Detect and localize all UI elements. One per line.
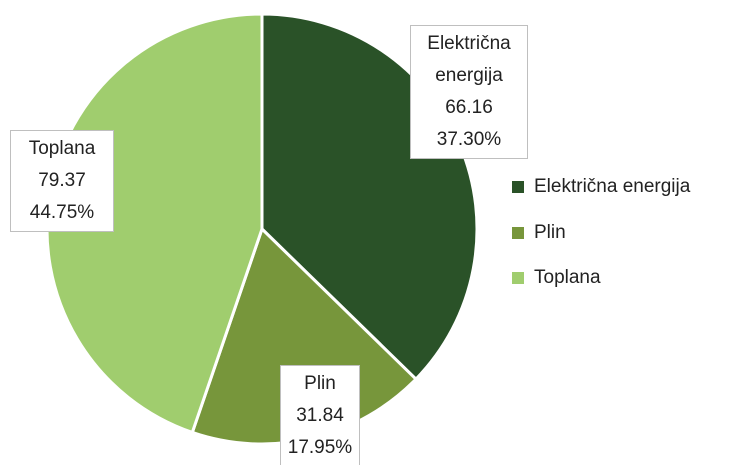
data-label-value: 31.84	[296, 405, 344, 426]
data-label: Plin 31.84 17.95%	[280, 365, 360, 465]
legend-label: Električna energija	[534, 176, 691, 197]
data-label-percent: 17.95%	[287, 437, 353, 458]
legend-item: Električna energija	[512, 176, 690, 198]
data-label-category: Plin	[304, 373, 336, 394]
data-label-percent: 44.75%	[29, 202, 95, 223]
data-label-value: 79.37	[38, 170, 86, 191]
data-label-percent: 37.30%	[436, 129, 502, 150]
legend-item: Plin	[512, 222, 566, 244]
legend-label: Toplana	[534, 267, 601, 288]
legend-item: Toplana	[512, 267, 601, 289]
data-label: Električna energija 66.16 37.30%	[410, 25, 528, 159]
legend-swatch	[512, 272, 524, 284]
legend-label: Plin	[534, 222, 566, 243]
legend-swatch	[512, 227, 524, 239]
data-label: Toplana 79.37 44.75%	[10, 130, 114, 232]
data-label-category: Električna energija	[427, 33, 511, 86]
data-label-value: 66.16	[445, 97, 493, 118]
data-label-category: Toplana	[28, 138, 96, 159]
legend-swatch	[512, 181, 524, 193]
